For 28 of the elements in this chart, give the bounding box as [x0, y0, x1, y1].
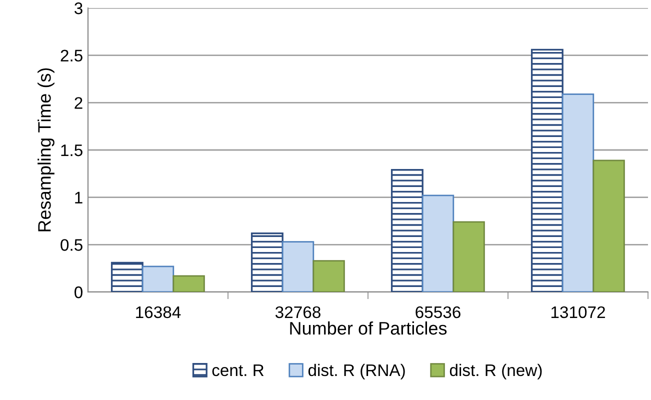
x-tick-label: 65536: [416, 306, 460, 318]
bar: [422, 194, 454, 292]
bar: [530, 48, 564, 292]
bar: [172, 275, 205, 292]
bar: [452, 221, 485, 292]
y-tick-label: 2: [74, 97, 82, 109]
legend-label: cent. R: [212, 364, 264, 376]
x-tick-label: 131072: [551, 306, 605, 318]
x-axis-title: Number of Particles: [290, 321, 447, 335]
bar: [282, 241, 314, 292]
y-tick-label: 3: [74, 2, 82, 14]
legend-label: dist. R (RNA): [308, 364, 405, 380]
bar: [592, 160, 625, 292]
y-tick-label: 1.5: [61, 144, 82, 156]
y-tick-label: 1: [75, 192, 82, 204]
bar: [142, 266, 174, 292]
bar: [110, 262, 144, 292]
y-axis-title: Resampling Time (s): [38, 68, 54, 232]
x-tick-label: 32768: [275, 306, 320, 318]
y-tick-label: 2.5: [60, 50, 82, 62]
bar: [250, 232, 284, 292]
y-tick-label: 0: [74, 286, 82, 298]
y-tick-label: 0.5: [60, 239, 82, 251]
bar: [390, 169, 424, 292]
x-tick-label: 16384: [136, 306, 181, 318]
legend-label: dist. R (new): [450, 364, 542, 380]
bar: [312, 260, 345, 292]
bar: [562, 93, 594, 292]
